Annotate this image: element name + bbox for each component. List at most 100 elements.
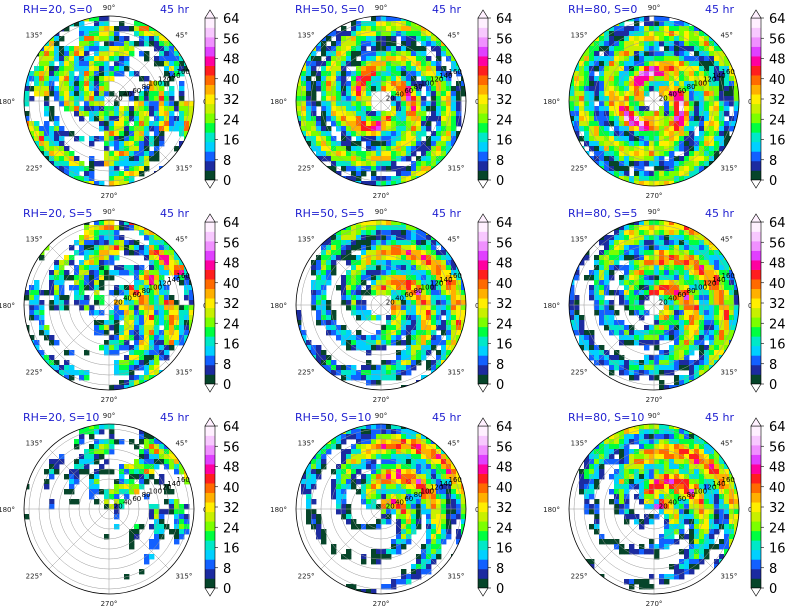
colorbar-segment <box>751 250 761 261</box>
colorbar-tick-label: 8 <box>496 154 504 169</box>
colorbar-tick-label: 48 <box>223 53 240 68</box>
colorbar: 0 8 16 24 32 40 48 56 64 <box>477 9 513 189</box>
radial-tick-label: 120 <box>703 76 716 84</box>
angle-tick-label: 180° <box>270 302 287 310</box>
polar-frame <box>568 15 740 187</box>
angle-tick-label: 225° <box>298 572 315 580</box>
colorbar: 0 8 16 24 32 40 48 56 64 <box>750 417 785 597</box>
colorbar-tick-label: 32 <box>496 297 513 312</box>
radial-tick-label: 120 <box>703 484 716 492</box>
colorbar-segment <box>751 122 761 133</box>
panel-title: RH=20, S=10 <box>23 411 99 424</box>
panel-time-label: 45 hr <box>160 207 189 220</box>
colorbar-segment <box>478 426 488 436</box>
radial-tick-label: 160 <box>176 68 189 76</box>
colorbar-tick-label: 40 <box>769 73 785 88</box>
angle-tick-label: 45° <box>447 440 459 448</box>
colorbar-segment <box>478 46 488 57</box>
colorbar-segment <box>751 549 761 560</box>
colorbar-segment <box>751 141 761 152</box>
angle-tick-label: 225° <box>298 164 315 172</box>
radial-tick-label: 100 <box>694 487 707 495</box>
colorbar-segment <box>205 231 215 242</box>
radial-tick-label: 120 <box>158 280 171 288</box>
colorbar-tick-label: 0 <box>496 378 504 393</box>
angle-tick-label: 315° <box>175 368 192 376</box>
colorbar-extend-top <box>204 417 216 427</box>
angle-tick-label: 270° <box>373 192 390 200</box>
radial-tick-label: 80 <box>414 287 423 295</box>
colorbar-segment <box>205 473 215 484</box>
radial-tick-label: 120 <box>158 484 171 492</box>
colorbar-tick-label: 40 <box>496 73 513 88</box>
colorbar-tick-label: 0 <box>496 174 504 189</box>
colorbar-segment <box>478 521 488 532</box>
radial-tick-label: 140 <box>712 276 725 284</box>
angle-tick-label: 225° <box>26 572 43 580</box>
radial-tick-label: 40 <box>668 295 677 303</box>
colorbar-segment <box>205 279 215 290</box>
polar-frame <box>295 219 467 391</box>
radial-tick-label: 60 <box>677 495 686 503</box>
angle-tick-label: 45° <box>175 440 187 448</box>
colorbar-tick-label: 64 <box>769 216 785 231</box>
radial-tick-label: 80 <box>414 491 423 499</box>
angle-tick-label: 225° <box>26 164 43 172</box>
colorbar: 0 8 16 24 32 40 48 56 64 <box>204 213 240 393</box>
polar-frame <box>23 219 195 391</box>
colorbar-segment <box>478 364 488 375</box>
colorbar-segment <box>205 559 215 570</box>
angle-tick-label: 270° <box>101 192 118 200</box>
colorbar-segment <box>751 374 761 385</box>
colorbar-segment <box>478 113 488 124</box>
colorbar-segment <box>478 132 488 143</box>
colorbar-segment <box>751 435 761 446</box>
colorbar-tick-label: 24 <box>496 521 513 536</box>
radial-tick-label: 160 <box>448 68 461 76</box>
colorbar-segment <box>205 502 215 513</box>
angle-tick-label: 180° <box>0 506 15 514</box>
colorbar-segment <box>478 559 488 570</box>
colorbar-tick-label: 56 <box>223 440 240 455</box>
angle-tick-label: 270° <box>373 396 390 404</box>
polar-grid <box>24 16 194 186</box>
colorbar-segment <box>478 326 488 337</box>
colorbar-tick-label: 56 <box>496 32 513 47</box>
polar-frame <box>295 15 467 187</box>
colorbar-segment <box>751 540 761 551</box>
colorbar-segment <box>478 141 488 152</box>
polar-grid <box>569 220 739 390</box>
radial-tick-label: 40 <box>123 499 132 507</box>
colorbar-tick-label: 64 <box>223 12 240 27</box>
colorbar-segment <box>205 549 215 560</box>
colorbar-segment <box>751 559 761 570</box>
colorbar-extend-top <box>750 9 762 19</box>
radial-tick-label: 160 <box>448 272 461 280</box>
angle-tick-label: 45° <box>447 236 459 244</box>
colorbar-segment <box>478 336 488 347</box>
colorbar-tick-label: 8 <box>223 154 231 169</box>
colorbar-segment <box>751 326 761 337</box>
panel-time-label: 45 hr <box>432 411 461 424</box>
colorbar-tick-label: 48 <box>496 257 513 272</box>
colorbar-segment <box>751 231 761 242</box>
polar-grid <box>296 16 466 186</box>
colorbar-segment <box>751 483 761 494</box>
colorbar-tick-label: 8 <box>223 562 231 577</box>
colorbar: 0 8 16 24 32 40 48 56 64 <box>750 213 785 393</box>
colorbar-segment <box>751 65 761 76</box>
radial-tick-label: 140 <box>439 480 452 488</box>
colorbar-tick-label: 40 <box>496 277 513 292</box>
colorbar-segment <box>478 260 488 270</box>
radial-tick-label: 60 <box>677 291 686 299</box>
colorbar-tick-label: 56 <box>496 440 513 455</box>
radial-tick-label: 160 <box>176 272 189 280</box>
radial-tick-label: 40 <box>668 91 677 99</box>
angle-tick-label: 180° <box>543 98 560 106</box>
radial-tick-label: 20 <box>386 298 395 306</box>
angle-tick-label: 270° <box>646 192 663 200</box>
angle-tick-label: 135° <box>298 440 315 448</box>
